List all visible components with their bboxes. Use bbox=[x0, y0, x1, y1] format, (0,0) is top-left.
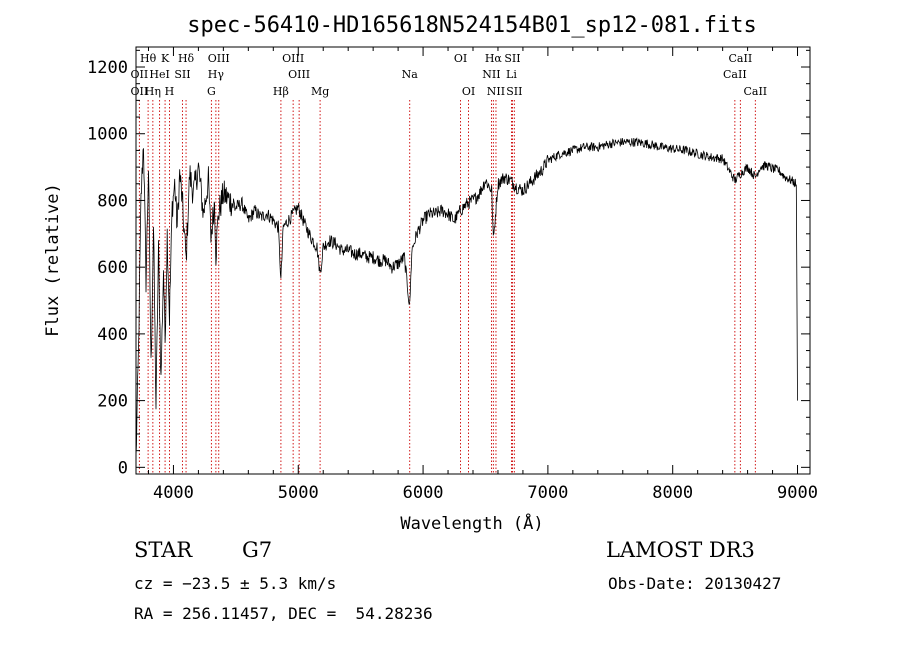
line-marker-label-11: G bbox=[207, 85, 216, 98]
line-marker-label-17: OI bbox=[454, 52, 467, 65]
axis-ticks: 4000 5000 6000 7000 8000 9000 0 200 400 600 800 100… bbox=[87, 47, 818, 503]
line-markers: Hθ OII OII K HeI Hη SII H Hδ OIII Hγ G OIII OIII Hβ Mg N… bbox=[131, 52, 767, 474]
y-axis-label: Flux (relative) bbox=[43, 183, 63, 337]
line-marker-label-2: OII bbox=[131, 85, 149, 98]
line-marker-label-9: OIII bbox=[208, 52, 230, 65]
observation-date: Obs-Date: 20130427 bbox=[608, 574, 782, 593]
line-marker-label-10: Hγ bbox=[208, 68, 225, 81]
object-subclass: G7 bbox=[242, 538, 273, 562]
x-tick-label-1: 5000 bbox=[278, 483, 319, 503]
line-marker-label-25: CaII bbox=[729, 52, 753, 65]
y-tick-label-0: 0 bbox=[118, 458, 128, 478]
object-class: STAR bbox=[134, 538, 193, 562]
y-tick-label-1: 200 bbox=[97, 392, 128, 412]
line-marker-label-3: K bbox=[161, 52, 170, 65]
chart-title: spec-56410-HD165618N524154B01_sp12-081.f… bbox=[187, 13, 757, 38]
line-marker-label-5: Hη bbox=[145, 85, 161, 98]
line-marker-label-22: Li bbox=[506, 68, 517, 81]
line-marker-label-15: Mg bbox=[311, 85, 329, 98]
coordinates: RA = 256.11457, DEC = 54.28236 bbox=[134, 604, 433, 623]
x-axis-label: Wavelength (Å) bbox=[400, 512, 543, 534]
line-marker-label-27: CaII bbox=[743, 85, 767, 98]
plot-frame bbox=[135, 46, 811, 475]
line-marker-label-21: NII bbox=[482, 68, 500, 81]
line-marker-label-13: OIII bbox=[288, 68, 310, 81]
line-marker-label-24: SII bbox=[506, 85, 522, 98]
y-tick-label-2: 400 bbox=[97, 325, 128, 345]
line-marker-label-12: OIII bbox=[282, 52, 304, 65]
line-marker-label-16: Na bbox=[402, 68, 419, 81]
line-marker-label-26: CaII bbox=[723, 68, 747, 81]
line-marker-label-20: SII bbox=[504, 52, 520, 65]
line-marker-label-6: SII bbox=[174, 68, 190, 81]
line-marker-label-14: Hβ bbox=[273, 85, 289, 98]
y-tick-label-3: 600 bbox=[97, 258, 128, 278]
series-layer bbox=[135, 137, 798, 457]
y-tick-label-4: 800 bbox=[97, 191, 128, 211]
redshift-cz: cz = −23.5 ± 5.3 km/s bbox=[134, 574, 337, 593]
line-marker-label-4: HeI bbox=[149, 68, 169, 81]
y-tick-label-5: 1000 bbox=[87, 125, 128, 145]
line-marker-label-19: Hα bbox=[485, 52, 503, 65]
x-tick-label-2: 6000 bbox=[403, 483, 444, 503]
line-marker-label-7: H bbox=[165, 85, 175, 98]
line-marker-label-18: OI bbox=[462, 85, 475, 98]
survey-name: LAMOST DR3 bbox=[606, 538, 755, 562]
x-tick-label-5: 9000 bbox=[777, 483, 818, 503]
line-marker-label-8: Hδ bbox=[178, 52, 195, 65]
y-tick-label-6: 1200 bbox=[87, 58, 128, 78]
x-tick-label-0: 4000 bbox=[153, 483, 194, 503]
line-marker-label-23: NII bbox=[487, 85, 505, 98]
line-marker-label-0: Hθ bbox=[140, 52, 157, 65]
x-tick-label-3: 7000 bbox=[527, 483, 568, 503]
line-marker-label-1: OII bbox=[131, 68, 149, 81]
spectrum-series-0 bbox=[135, 137, 798, 457]
x-tick-label-4: 8000 bbox=[652, 483, 693, 503]
